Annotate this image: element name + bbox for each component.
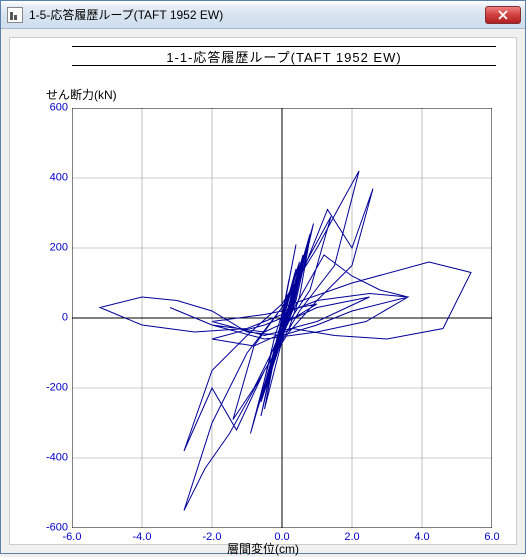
y-tick-label: 400 — [10, 173, 68, 184]
y-tick-label: -200 — [10, 383, 68, 394]
app-window: 1-5-応答履歴ループ(TAFT 1952 EW) 1-1-応答履歴ループ(TA… — [0, 0, 526, 554]
plot-area — [72, 108, 492, 528]
y-tick-label: -400 — [10, 453, 68, 464]
close-icon — [497, 10, 509, 20]
y-tick-label: 0 — [10, 313, 68, 324]
y-tick-label: 200 — [10, 243, 68, 254]
titlebar[interactable]: 1-5-応答履歴ループ(TAFT 1952 EW) — [1, 1, 525, 29]
chart-title-box: 1-1-応答履歴ループ(TAFT 1952 EW) — [72, 46, 496, 66]
window-title: 1-5-応答履歴ループ(TAFT 1952 EW) — [29, 6, 485, 23]
content-area: 1-1-応答履歴ループ(TAFT 1952 EW) せん断力(kN) -600-… — [1, 29, 525, 553]
y-axis-label: せん断力(kN) — [46, 86, 117, 103]
x-axis-label: 層間変位(cm) — [10, 540, 516, 557]
plot-svg — [72, 108, 492, 528]
y-tick-label: 600 — [10, 103, 68, 114]
close-button[interactable] — [485, 6, 521, 24]
chart-title: 1-1-応答履歴ループ(TAFT 1952 EW) — [166, 47, 401, 66]
chart-container: 1-1-応答履歴ループ(TAFT 1952 EW) せん断力(kN) -600-… — [9, 37, 517, 545]
app-icon — [7, 7, 23, 23]
